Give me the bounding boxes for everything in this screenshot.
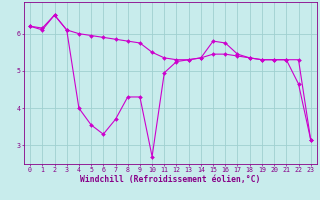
- X-axis label: Windchill (Refroidissement éolien,°C): Windchill (Refroidissement éolien,°C): [80, 175, 260, 184]
